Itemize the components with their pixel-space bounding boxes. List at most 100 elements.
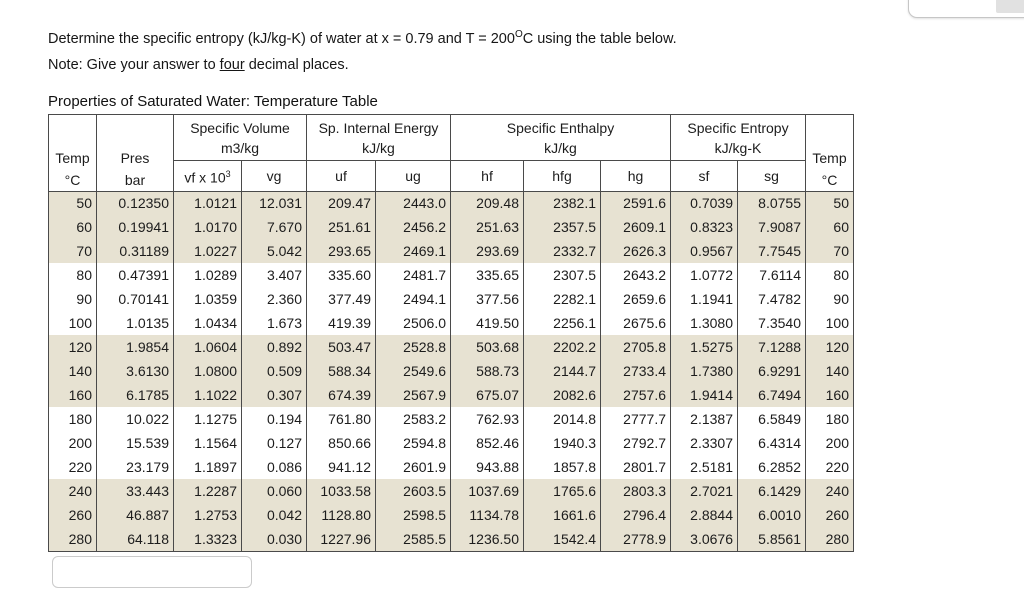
enthalpy-label: Specific Enthalpy: [506, 119, 615, 136]
table-cell: 2603.5: [375, 479, 451, 504]
table-cell: 7.4782: [737, 287, 806, 312]
top-right-panel[interactable]: [908, 0, 1024, 18]
specific-volume-units: m3/kg: [220, 139, 260, 156]
col-group-enthalpy: Specific Enthalpy kJ/kg: [450, 114, 671, 161]
table-cell: 1.3323: [173, 527, 242, 552]
table-cell: 2144.7: [523, 359, 601, 384]
table-cell: 6.4314: [737, 431, 806, 456]
table-cell: 2777.7: [600, 407, 671, 432]
col-header-hf: hf: [450, 160, 524, 192]
table-cell: 0.060: [241, 479, 307, 504]
table-cell: 2307.5: [523, 263, 601, 288]
table-cell: 80: [805, 263, 854, 288]
temp-right-units: °C: [821, 171, 838, 188]
table-cell: 2469.1: [375, 239, 451, 264]
internal-energy-units: kJ/kg: [362, 139, 395, 156]
vf-label: vf x 10: [184, 169, 226, 186]
table-cell: 2.1387: [670, 407, 738, 432]
table-cell: 1134.78: [450, 503, 524, 528]
col-header-pres: Pres bar: [96, 114, 174, 192]
table-cell: 60: [805, 215, 854, 240]
table-cell: 209.48: [450, 191, 524, 216]
table-cell: 120: [48, 335, 97, 360]
answer-input[interactable]: [52, 556, 252, 588]
table-cell: 3.407: [241, 263, 307, 288]
table-row: 140 3.6130 1.0800 0.509 588.34 2549.6 588.73 21…: [48, 359, 854, 384]
table-cell: 2382.1: [523, 191, 601, 216]
table-cell: 419.50: [450, 311, 524, 336]
table-cell: 1.1564: [173, 431, 242, 456]
note-suffix: decimal places.: [244, 56, 349, 73]
table-cell: 2643.2: [600, 263, 671, 288]
table-cell: 180: [48, 407, 97, 432]
table-cell: 377.49: [306, 287, 376, 312]
table-cell: 2481.7: [375, 263, 451, 288]
table-cell: 3.0676: [670, 527, 738, 552]
note-underlined-word: four: [219, 56, 245, 73]
steam-table: Temp °C Pres bar Specific Volume m3/kg S…: [48, 114, 854, 552]
note-prefix: Note: Give your answer to: [48, 56, 220, 73]
table-cell: 251.61: [306, 215, 376, 240]
question-text: Determine the specific entropy (kJ/kg-K)…: [48, 22, 677, 52]
temp-right-label: Temp: [812, 149, 847, 166]
table-cell: 1037.69: [450, 479, 524, 504]
table-cell: 7.3540: [737, 311, 806, 336]
table-cell: 1.1941: [670, 287, 738, 312]
table-cell: 0.12350: [96, 191, 174, 216]
table-cell: 140: [48, 359, 97, 384]
table-cell: 220: [48, 455, 97, 480]
table-cell: 60: [48, 215, 97, 240]
table-cell: 5.042: [241, 239, 307, 264]
table-cell: 2594.8: [375, 431, 451, 456]
table-cell: 1.0434: [173, 311, 242, 336]
table-row: 120 1.9854 1.0604 0.892 503.47 2528.8 503.68 22…: [48, 335, 854, 360]
table-cell: 2.3307: [670, 431, 738, 456]
table-cell: 0.030: [241, 527, 307, 552]
table-cell: 419.39: [306, 311, 376, 336]
table-cell: 1.1897: [173, 455, 242, 480]
table-cell: 1.1275: [173, 407, 242, 432]
table-cell: 220: [805, 455, 854, 480]
table-cell: 260: [48, 503, 97, 528]
table-cell: 90: [805, 287, 854, 312]
table-cell: 180: [805, 407, 854, 432]
table-cell: 2.360: [241, 287, 307, 312]
top-right-button[interactable]: [996, 0, 1024, 13]
table-cell: 1857.8: [523, 455, 601, 480]
table-cell: 2528.8: [375, 335, 451, 360]
table-cell: 2705.8: [600, 335, 671, 360]
table-cell: 1.5275: [670, 335, 738, 360]
table-cell: 209.47: [306, 191, 376, 216]
col-group-entropy: Specific Entropy kJ/kg-K: [670, 114, 806, 161]
table-cell: 7.6114: [737, 263, 806, 288]
table-cell: 2567.9: [375, 383, 451, 408]
col-header-vg: vg: [241, 160, 307, 192]
table-cell: 2202.2: [523, 335, 601, 360]
table-cell: 1.0772: [670, 263, 738, 288]
table-cell: 2332.7: [523, 239, 601, 264]
table-cell: 1.0135: [96, 311, 174, 336]
table-cell: 674.39: [306, 383, 376, 408]
table-cell: 2733.4: [600, 359, 671, 384]
table-cell: 260: [805, 503, 854, 528]
table-cell: 8.0755: [737, 191, 806, 216]
table-cell: 2256.1: [523, 311, 601, 336]
table-cell: 23.179: [96, 455, 174, 480]
table-cell: 2803.3: [600, 479, 671, 504]
table-cell: 6.2852: [737, 455, 806, 480]
table-cell: 1.0289: [173, 263, 242, 288]
temp-left-units: °C: [64, 171, 81, 188]
table-cell: 3.6130: [96, 359, 174, 384]
table-cell: 0.70141: [96, 287, 174, 312]
table-cell: 761.80: [306, 407, 376, 432]
table-cell: 943.88: [450, 455, 524, 480]
table-row: 260 46.887 1.2753 0.042 1128.80 2598.5 1134.78…: [48, 503, 854, 528]
table-cell: 6.5849: [737, 407, 806, 432]
table-cell: 2082.6: [523, 383, 601, 408]
internal-energy-label: Sp. Internal Energy: [318, 119, 439, 136]
table-cell: 2.5181: [670, 455, 738, 480]
table-cell: 6.1429: [737, 479, 806, 504]
table-title: Properties of Saturated Water: Temperatu…: [48, 93, 378, 110]
table-cell: 33.443: [96, 479, 174, 504]
table-cell: 10.022: [96, 407, 174, 432]
